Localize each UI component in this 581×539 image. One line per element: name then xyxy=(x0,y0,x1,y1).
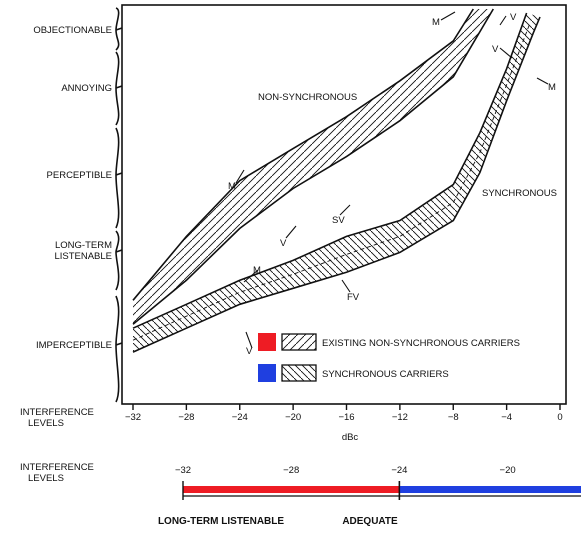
band-upper-line xyxy=(132,8,474,301)
label-ns-v-top: V xyxy=(510,12,517,23)
y-label-annoying: ANNOYING xyxy=(61,83,112,94)
bands-layer xyxy=(132,8,541,353)
x-axis-primary: −32 −28 −24 −20 −16 −12 −8 −4 0 xyxy=(125,404,563,423)
label-leader-line xyxy=(499,15,507,26)
y-label-imperceptible: IMPERCEPTIBLE xyxy=(36,340,112,351)
label-leader-line xyxy=(499,47,513,59)
range-bar-1 xyxy=(399,486,581,493)
band-mid-line xyxy=(132,22,531,341)
x2-tick-label: −20 xyxy=(500,465,516,476)
legend-swatch-blue xyxy=(258,364,276,382)
legend-swatch-red xyxy=(258,333,276,351)
range-bar-label: ADEQUATE xyxy=(342,516,398,527)
legend-swatch-sync-hatch xyxy=(281,364,317,382)
label-leader-line xyxy=(285,225,297,239)
label-sync-m-top: M xyxy=(548,82,556,93)
label-synchronous: SYNCHRONOUS xyxy=(482,188,557,199)
y-label-objectionable: OBJECTIONABLE xyxy=(33,25,112,36)
label-leader-line xyxy=(245,331,253,349)
x-tick-label: −28 xyxy=(178,412,194,423)
x-tick-label: −24 xyxy=(232,412,248,423)
x-axis-secondary: −32−28−24−20−16−12−8−4 xyxy=(175,465,516,476)
x-tick-label: −32 xyxy=(125,412,141,423)
label-sync-fv: FV xyxy=(347,292,360,303)
label-leader-line xyxy=(341,279,351,293)
label-leader-line xyxy=(536,77,549,85)
label-non-synchronous: NON-SYNCHRONOUS xyxy=(258,92,357,103)
label-sync-sv: SV xyxy=(332,215,345,226)
label-ns-v: V xyxy=(280,238,287,249)
label-extra-v: V xyxy=(246,346,253,357)
x-tick-label: −4 xyxy=(501,412,512,423)
range-bar-label: LONG-TERM LISTENABLE xyxy=(158,516,284,527)
x2-tick-label: −32 xyxy=(175,465,191,476)
legend-item-sync: SYNCHRONOUS CARRIERS xyxy=(322,369,449,380)
label-ns-m-top: M xyxy=(432,17,440,28)
band-area-nonsync xyxy=(133,9,494,325)
x-axis-row-label: INTERFERENCE LEVELS xyxy=(20,407,94,429)
band-lower-line xyxy=(132,8,494,325)
range-bars: LONG-TERM LISTENABLE ADEQUATE xyxy=(158,481,581,527)
legend: EXISTING NON-SYNCHRONOUS CARRIERS SYNCHR… xyxy=(258,333,520,382)
x2-tick-label: −24 xyxy=(391,465,407,476)
label-leader-line xyxy=(243,269,259,283)
x-tick-label: 0 xyxy=(557,412,562,423)
legend-item-nonsync: EXISTING NON-SYNCHRONOUS CARRIERS xyxy=(322,338,520,349)
y-label-perceptible: PERCEPTIBLE xyxy=(47,170,112,181)
label-leader-line xyxy=(339,204,351,216)
x-tick-label: −8 xyxy=(448,412,459,423)
label-leader-line xyxy=(440,11,456,21)
label-ns-m: M xyxy=(228,181,236,192)
band-area-sync xyxy=(133,13,540,353)
label-leader-line xyxy=(235,169,245,184)
y-label-long-term-listenable: LONG-TERM LISTENABLE xyxy=(54,240,112,262)
x-tick-label: −12 xyxy=(392,412,408,423)
x2-tick-label: −28 xyxy=(283,465,299,476)
x-axis-2-row-label: INTERFERENCE LEVELS xyxy=(20,462,94,484)
band-upper-line xyxy=(132,12,528,329)
plot-frame xyxy=(121,4,567,405)
x-axis-unit: dBc xyxy=(342,432,359,443)
label-sync-v-top: V xyxy=(492,44,499,55)
legend-swatch-nonsync-hatch xyxy=(281,333,317,351)
x-tick-label: −16 xyxy=(338,412,354,423)
band-lower-line xyxy=(132,16,541,353)
range-bar-0 xyxy=(183,486,400,493)
y-category-brackets xyxy=(115,7,123,403)
x-tick-label: −20 xyxy=(285,412,301,423)
